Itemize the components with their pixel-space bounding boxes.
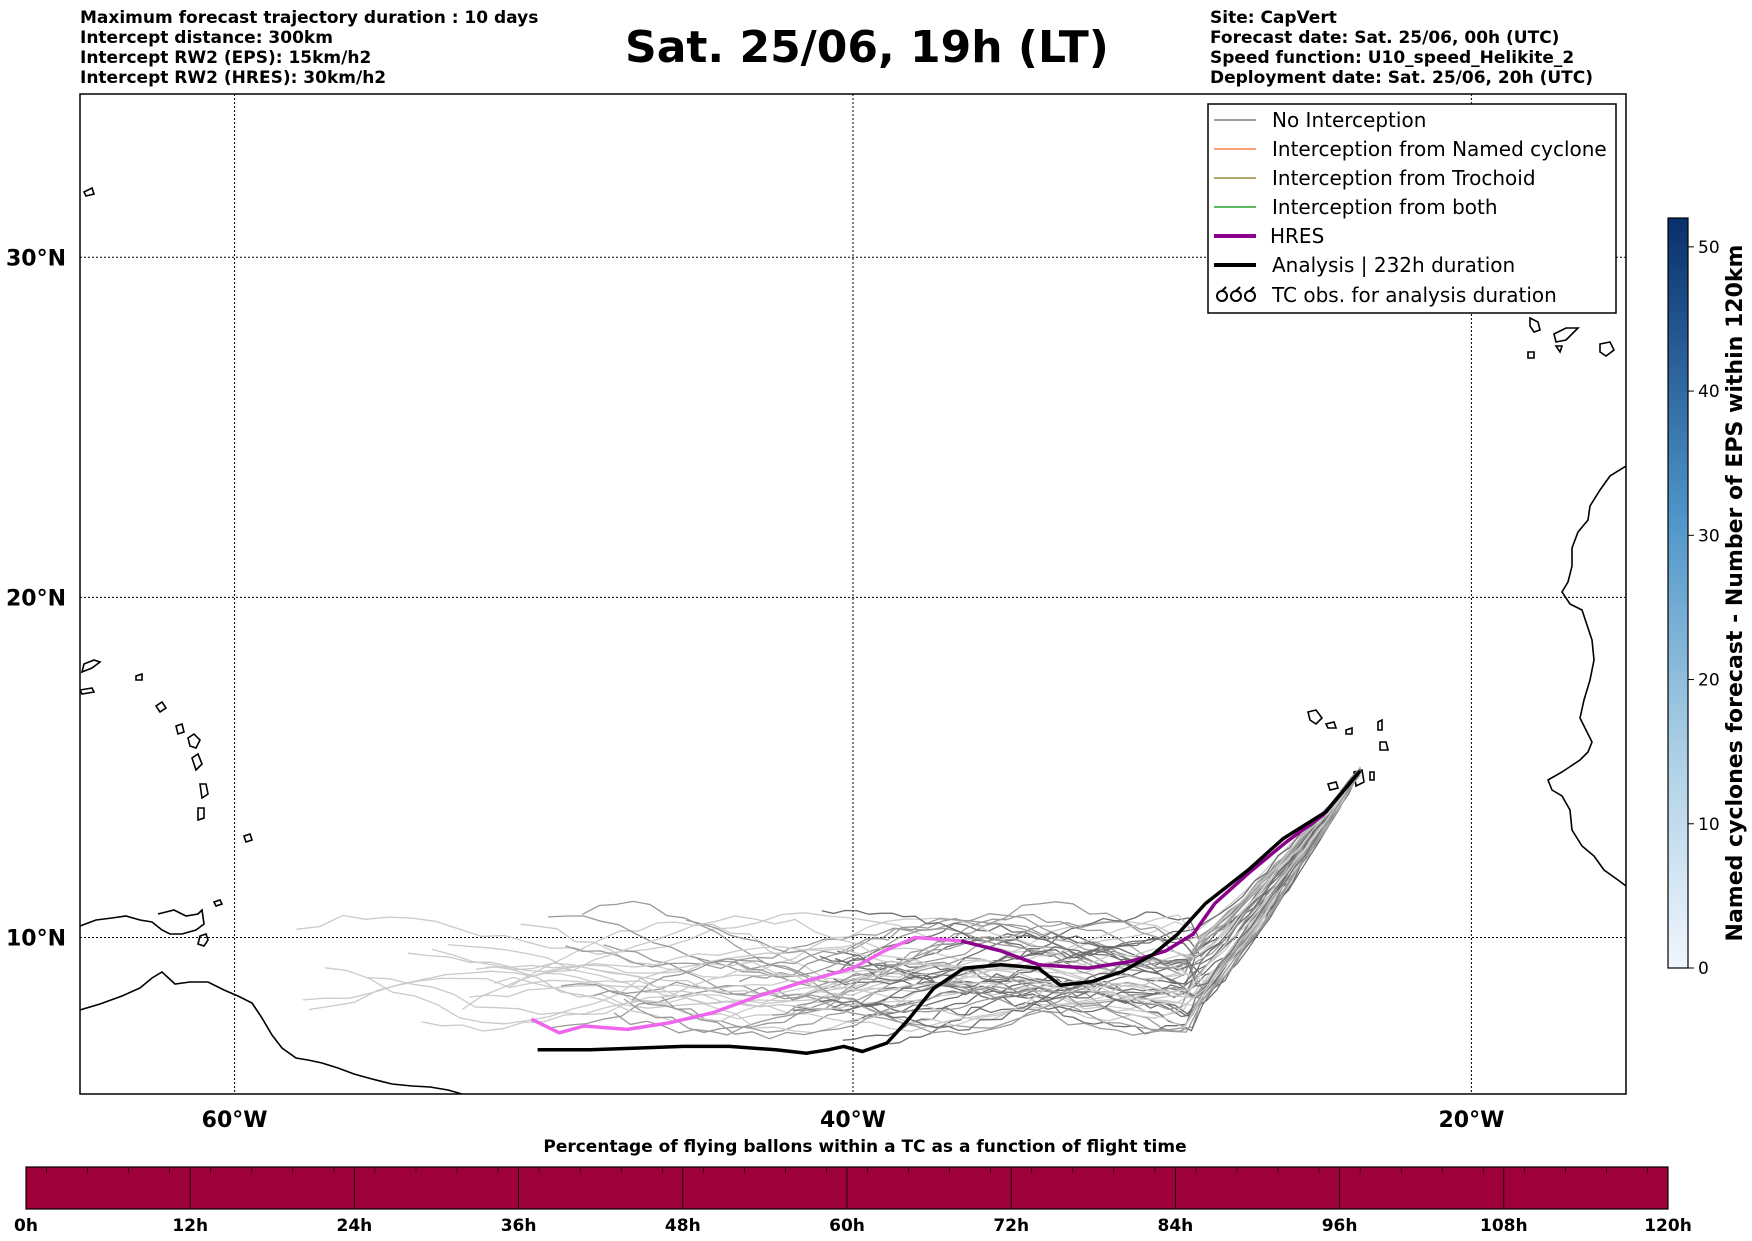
flight-time-tick-label: 0h [14,1216,38,1236]
cuba-hispaniola-fragment [80,659,102,674]
flight-time-tick-label: 48h [665,1216,701,1236]
ensemble-track [819,766,1361,988]
island-small-2 [154,700,168,714]
colorbar-ticks: 0 10 20 30 40 50 [1688,238,1720,979]
ensemble-track [631,768,1361,1036]
island-barbados [242,832,254,844]
ensemble-track [772,774,1361,1016]
deployment-date: Deployment date: Sat. 25/06, 20h (UTC) [1210,68,1594,88]
island-small-1 [135,672,143,681]
speed-function: Speed function: U10_speed_Helikite_2 [1210,48,1575,68]
flight-time-tick-label: 60h [829,1216,865,1236]
ensemble-track [692,773,1361,970]
puerto-rico [80,687,96,695]
param-intercept-distance: Intercept distance: 300km [80,28,333,48]
coastlines [80,186,1626,1094]
legend-label-analysis: Analysis | 232h duration [1272,253,1515,277]
flight-time-tick-label: 84h [1158,1216,1194,1236]
ensemble-track [860,767,1361,1032]
colorbar-gradient [1667,217,1689,969]
legend-label-both: Interception from both [1272,195,1498,219]
venezuela-coast [80,908,205,935]
hres-track [960,769,1362,970]
flight-time-bar: Percentage of flying ballons within a TC… [14,1137,1692,1236]
island-dominica [191,752,203,772]
ensemble-trajectories [296,766,1361,1045]
legend: No Interception Interception from Named … [1207,103,1617,314]
colorbar-named-cyclones: 0 10 20 30 40 50 Named cyclones forecast - Nu… [1667,217,1748,979]
legend-box [1207,103,1617,314]
ensemble-track [613,772,1361,1036]
colorbar-tick-label: 50 [1698,238,1720,258]
page-title: Sat. 25/06, 19h (LT) [625,22,1109,73]
island-st-lucia [197,807,205,822]
africa-west-coast [1546,465,1626,887]
lat-label: 30°N [6,246,66,271]
canary-islands [1527,316,1616,359]
flight-time-tick-label: 120h [1644,1216,1692,1236]
flight-time-tick-label: 72h [993,1216,1029,1236]
ensemble-track [324,767,1361,1027]
param-intercept-eps: Intercept RW2 (EPS): 15km/h2 [80,48,372,68]
legend-label-hres: HRES [1270,224,1324,248]
colorbar-tick-label: 0 [1698,959,1709,979]
madeira-fragment [82,186,96,197]
ensemble-track [296,768,1361,955]
flight-time-tick-label: 108h [1480,1216,1528,1236]
legend-label-trochoid: Interception from Trochoid [1272,166,1536,190]
analysis-track [537,769,1362,1055]
legend-label-named-cyclone: Interception from Named cyclone [1272,137,1607,161]
island-guadeloupe [187,732,201,749]
ensemble-track [486,766,1361,993]
flight-time-bar-title: Percentage of flying ballons within a TC… [543,1137,1186,1157]
gridlines [80,94,1626,1094]
lon-label: 60°W [202,1108,268,1133]
trinidad [197,932,209,947]
forecast-date: Forecast date: Sat. 25/06, 00h (UTC) [1210,28,1560,48]
island-tobago [212,899,224,907]
flight-time-tick-label: 96h [1322,1216,1358,1236]
colorbar-tick-label: 40 [1698,382,1720,402]
flight-time-tick-label: 36h [501,1216,537,1236]
ensemble-track [302,769,1361,1010]
colorbar-tick-label: 10 [1698,815,1720,835]
ensemble-track [431,773,1361,977]
site-info: Site: CapVert Forecast date: Sat. 25/06,… [1210,8,1593,88]
flight-time-tick-label: 24h [337,1216,373,1236]
legend-label-tc-obs: TC obs. for analysis duration [1271,283,1557,307]
lon-label: 20°W [1438,1108,1504,1133]
south-america-coast [80,971,463,1094]
ensemble-track [860,767,1361,1016]
island-small-3 [175,722,185,736]
main-tracks [530,769,1362,1055]
ensemble-track [520,774,1361,980]
ensemble-track [821,767,1361,959]
tc-obs-symbol-icon [1216,286,1256,302]
ensemble-track [448,774,1361,974]
ensemble-track [592,774,1361,1014]
colorbar-tick-label: 30 [1698,526,1720,546]
ensemble-track [461,773,1361,1034]
param-intercept-hres: Intercept RW2 (HRES): 30km/h2 [80,68,387,88]
colorbar-label: Named cyclones forecast - Number of EPS … [1723,245,1748,942]
lon-label: 40°W [820,1108,886,1133]
ensemble-track [603,774,1361,1000]
axis-labels: 60°W 40°W 20°W 30°N 20°N 10°N [6,246,1504,1133]
lat-label: 10°N [6,927,66,952]
ensemble-track [309,769,1361,1023]
cape-verde-islands [1307,709,1390,791]
hres-track-early [530,935,962,1035]
param-trajectory-duration: Maximum forecast trajectory duration : 1… [80,8,539,28]
ensemble-track [407,771,1361,972]
legend-label-no-interception: No Interception [1272,108,1426,132]
ensemble-track [469,766,1361,1010]
flight-time-tick-label: 12h [172,1216,208,1236]
flight-time-ticks: 0h 12h 24h 36h 48h 60h 72h 84h 96h 108h 120h [14,1167,1692,1236]
site-name: Site: CapVert [1210,8,1337,28]
island-martinique [199,783,209,800]
colorbar-tick-label: 20 [1698,671,1720,691]
run-parameters: Maximum forecast trajectory duration : 1… [80,8,538,88]
lat-label: 20°N [6,586,66,611]
